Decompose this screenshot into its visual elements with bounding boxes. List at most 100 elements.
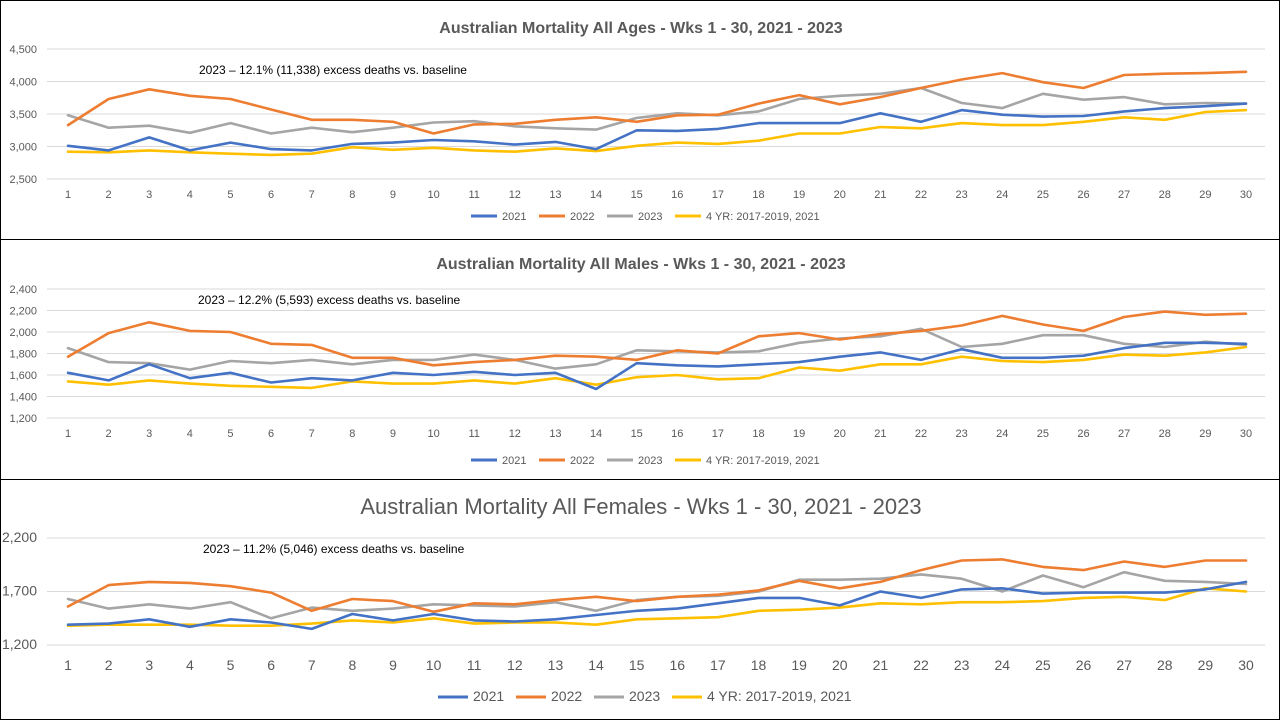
- x-tick-label: 16: [671, 428, 683, 440]
- series-line-2023: [66, 570, 1248, 620]
- x-tick-label: 21: [874, 428, 886, 440]
- x-tick-label: 24: [996, 428, 1008, 440]
- legend-label: 4 YR: 2017-2019, 2021: [707, 688, 852, 704]
- x-tick-label: 26: [1077, 428, 1089, 440]
- x-tick-label: 27: [1118, 189, 1130, 201]
- y-tick-label: 3,000: [9, 142, 37, 154]
- y-tick-label: 4,500: [9, 44, 37, 56]
- legend-label: 2023: [629, 688, 660, 704]
- x-tick-label: 15: [631, 189, 643, 201]
- y-tick-label: 2,200: [2, 529, 37, 545]
- chart-all-ages: Australian Mortality All Ages - Wks 1 - …: [9, 20, 1265, 223]
- series-line-2022: [66, 310, 1248, 367]
- x-tick-label: 22: [913, 657, 929, 673]
- x-tick-label: 5: [227, 189, 233, 201]
- x-tick-label: 11: [468, 189, 479, 201]
- x-tick-label: 10: [426, 657, 442, 673]
- legend-label: 2023: [638, 455, 662, 467]
- series-line-4-yr-2017-2019-2021: [66, 587, 1248, 627]
- chart-all-males: Australian Mortality All Males - Wks 1 -…: [9, 256, 1265, 467]
- x-tick-label: 29: [1198, 657, 1214, 673]
- x-tick-label: 21: [873, 657, 889, 673]
- x-tick-label: 14: [590, 428, 602, 440]
- y-tick-label: 2,200: [9, 306, 37, 318]
- chart-panel-all-males: Australian Mortality All Males - Wks 1 -…: [0, 239, 1280, 480]
- x-tick-label: 7: [309, 428, 315, 440]
- x-tick-label: 20: [834, 189, 846, 201]
- x-tick-label: 12: [507, 657, 523, 673]
- x-tick-label: 28: [1159, 189, 1171, 201]
- x-tick-label: 5: [227, 657, 235, 673]
- x-tick-label: 28: [1159, 428, 1171, 440]
- y-tick-label: 1,600: [9, 370, 37, 382]
- legend-label: 4 YR: 2017-2019, 2021: [706, 211, 820, 223]
- series-line-2022: [66, 70, 1248, 135]
- x-tick-label: 12: [509, 428, 521, 440]
- x-tick-label: 3: [146, 428, 152, 440]
- x-tick-label: 17: [712, 189, 724, 201]
- y-tick-label: 1,800: [9, 349, 37, 361]
- excess-deaths-annotation: 2023 – 11.2% (5,046) excess deaths vs. b…: [203, 542, 465, 556]
- chart-panel-all-females: Australian Mortality All Females - Wks 1…: [0, 479, 1280, 720]
- x-tick-label: 18: [751, 657, 767, 673]
- x-tick-label: 19: [791, 657, 807, 673]
- y-tick-label: 3,500: [9, 109, 37, 121]
- y-tick-label: 1,700: [2, 583, 37, 599]
- x-tick-label: 24: [994, 657, 1010, 673]
- x-tick-label: 6: [267, 657, 275, 673]
- x-tick-label: 23: [956, 428, 968, 440]
- x-tick-label: 5: [227, 428, 233, 440]
- x-tick-label: 16: [670, 657, 686, 673]
- chart-title: Australian Mortality All Ages - Wks 1 - …: [439, 20, 843, 37]
- x-tick-label: 26: [1076, 657, 1092, 673]
- series-line-2023: [66, 327, 1248, 371]
- series-line-2021: [66, 341, 1248, 391]
- x-tick-label: 11: [467, 657, 482, 673]
- legend-label: 2021: [473, 688, 504, 704]
- x-tick-label: 20: [834, 428, 846, 440]
- x-tick-label: 19: [793, 189, 805, 201]
- x-tick-label: 25: [1037, 428, 1049, 440]
- chart-title: Australian Mortality All Males - Wks 1 -…: [436, 256, 845, 273]
- x-tick-label: 10: [427, 189, 439, 201]
- legend-label: 2022: [570, 455, 594, 467]
- y-tick-label: 2,500: [9, 174, 37, 186]
- x-tick-label: 23: [954, 657, 970, 673]
- x-tick-label: 4: [187, 189, 193, 201]
- x-tick-label: 30: [1240, 428, 1252, 440]
- x-tick-label: 23: [956, 189, 968, 201]
- x-tick-label: 14: [588, 657, 604, 673]
- series-line-2021: [66, 102, 1248, 152]
- x-tick-label: 1: [64, 657, 72, 673]
- x-tick-label: 6: [268, 428, 274, 440]
- x-tick-label: 2: [105, 657, 113, 673]
- x-tick-label: 1: [65, 428, 71, 440]
- x-tick-label: 9: [390, 189, 396, 201]
- x-tick-label: 2: [106, 189, 112, 201]
- x-tick-label: 17: [712, 428, 724, 440]
- legend-label: 2022: [551, 688, 582, 704]
- y-tick-label: 1,200: [9, 413, 37, 425]
- y-tick-label: 1,400: [9, 392, 37, 404]
- x-tick-label: 8: [349, 428, 355, 440]
- chart-panel-all-ages: Australian Mortality All Ages - Wks 1 - …: [0, 0, 1280, 240]
- legend-label: 2023: [638, 211, 662, 223]
- x-tick-label: 7: [309, 189, 315, 201]
- legend-label: 2021: [502, 455, 526, 467]
- x-tick-label: 7: [308, 657, 316, 673]
- x-tick-label: 19: [793, 428, 805, 440]
- x-tick-label: 30: [1240, 189, 1252, 201]
- x-tick-label: 3: [145, 657, 153, 673]
- chart-all-females: Australian Mortality All Females - Wks 1…: [2, 494, 1265, 704]
- x-tick-label: 21: [874, 189, 886, 201]
- x-tick-label: 25: [1035, 657, 1051, 673]
- legend-label: 4 YR: 2017-2019, 2021: [706, 455, 820, 467]
- x-tick-label: 18: [752, 189, 764, 201]
- series-line-2022: [66, 558, 1248, 614]
- x-tick-label: 29: [1199, 428, 1211, 440]
- x-tick-label: 15: [629, 657, 645, 673]
- x-tick-label: 18: [752, 428, 764, 440]
- y-tick-label: 2,000: [9, 327, 37, 339]
- y-tick-label: 2,400: [9, 284, 37, 296]
- x-tick-label: 12: [509, 189, 521, 201]
